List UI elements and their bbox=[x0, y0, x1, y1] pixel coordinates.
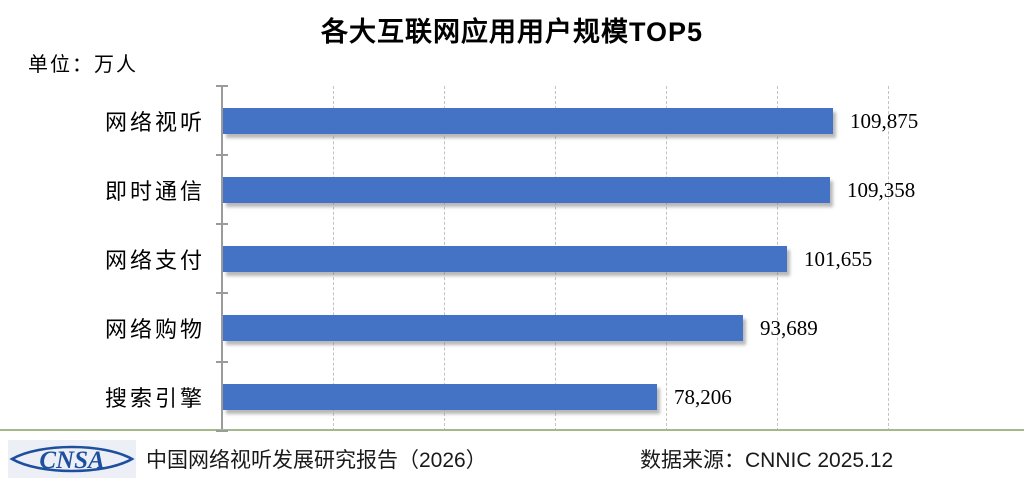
axis-tick bbox=[216, 292, 228, 294]
axis-tick bbox=[216, 430, 228, 432]
axis-tick bbox=[216, 85, 228, 87]
data-source: 数据来源：CNNIC 2025.12 bbox=[640, 449, 894, 472]
gridline bbox=[888, 86, 889, 431]
category-label: 网络购物 bbox=[104, 316, 205, 342]
value-label: 109,875 bbox=[850, 109, 919, 133]
bar bbox=[223, 246, 787, 272]
footer: CNSA 中国网络视听发展研究报告（2026） 数据来源：CNNIC 2025.… bbox=[0, 436, 1024, 482]
category-label: 即时通信 bbox=[104, 178, 205, 204]
axis-tick bbox=[216, 154, 228, 156]
cnsa-logo-icon: CNSA bbox=[8, 440, 136, 478]
page-title: 各大互联网应用用户规模TOP5 bbox=[320, 17, 704, 47]
footer-divider bbox=[0, 429, 1024, 431]
category-label: 网络支付 bbox=[104, 247, 205, 273]
cnsa-logo-text: CNSA bbox=[39, 447, 104, 474]
value-label: 109,358 bbox=[847, 178, 916, 202]
bar bbox=[223, 177, 830, 203]
bar bbox=[223, 108, 833, 134]
category-label: 网络视听 bbox=[104, 109, 205, 135]
value-label: 93,689 bbox=[760, 316, 818, 340]
axis-tick bbox=[216, 223, 228, 225]
unit-label: 单位：万人 bbox=[28, 54, 138, 76]
plot-area: 109,875 109,358 101,655 93,689 78,206 bbox=[223, 86, 963, 431]
category-labels-column: 网络视听即时通信网络支付网络购物搜索引擎 bbox=[0, 86, 205, 431]
axis-tick bbox=[216, 361, 228, 363]
value-label: 101,655 bbox=[804, 247, 873, 271]
y-axis-line bbox=[221, 86, 223, 431]
category-label: 搜索引擎 bbox=[104, 385, 205, 411]
bar bbox=[223, 315, 743, 341]
bar bbox=[223, 384, 657, 410]
report-title: 中国网络视听发展研究报告（2026） bbox=[146, 449, 487, 472]
value-label: 78,206 bbox=[674, 385, 732, 409]
